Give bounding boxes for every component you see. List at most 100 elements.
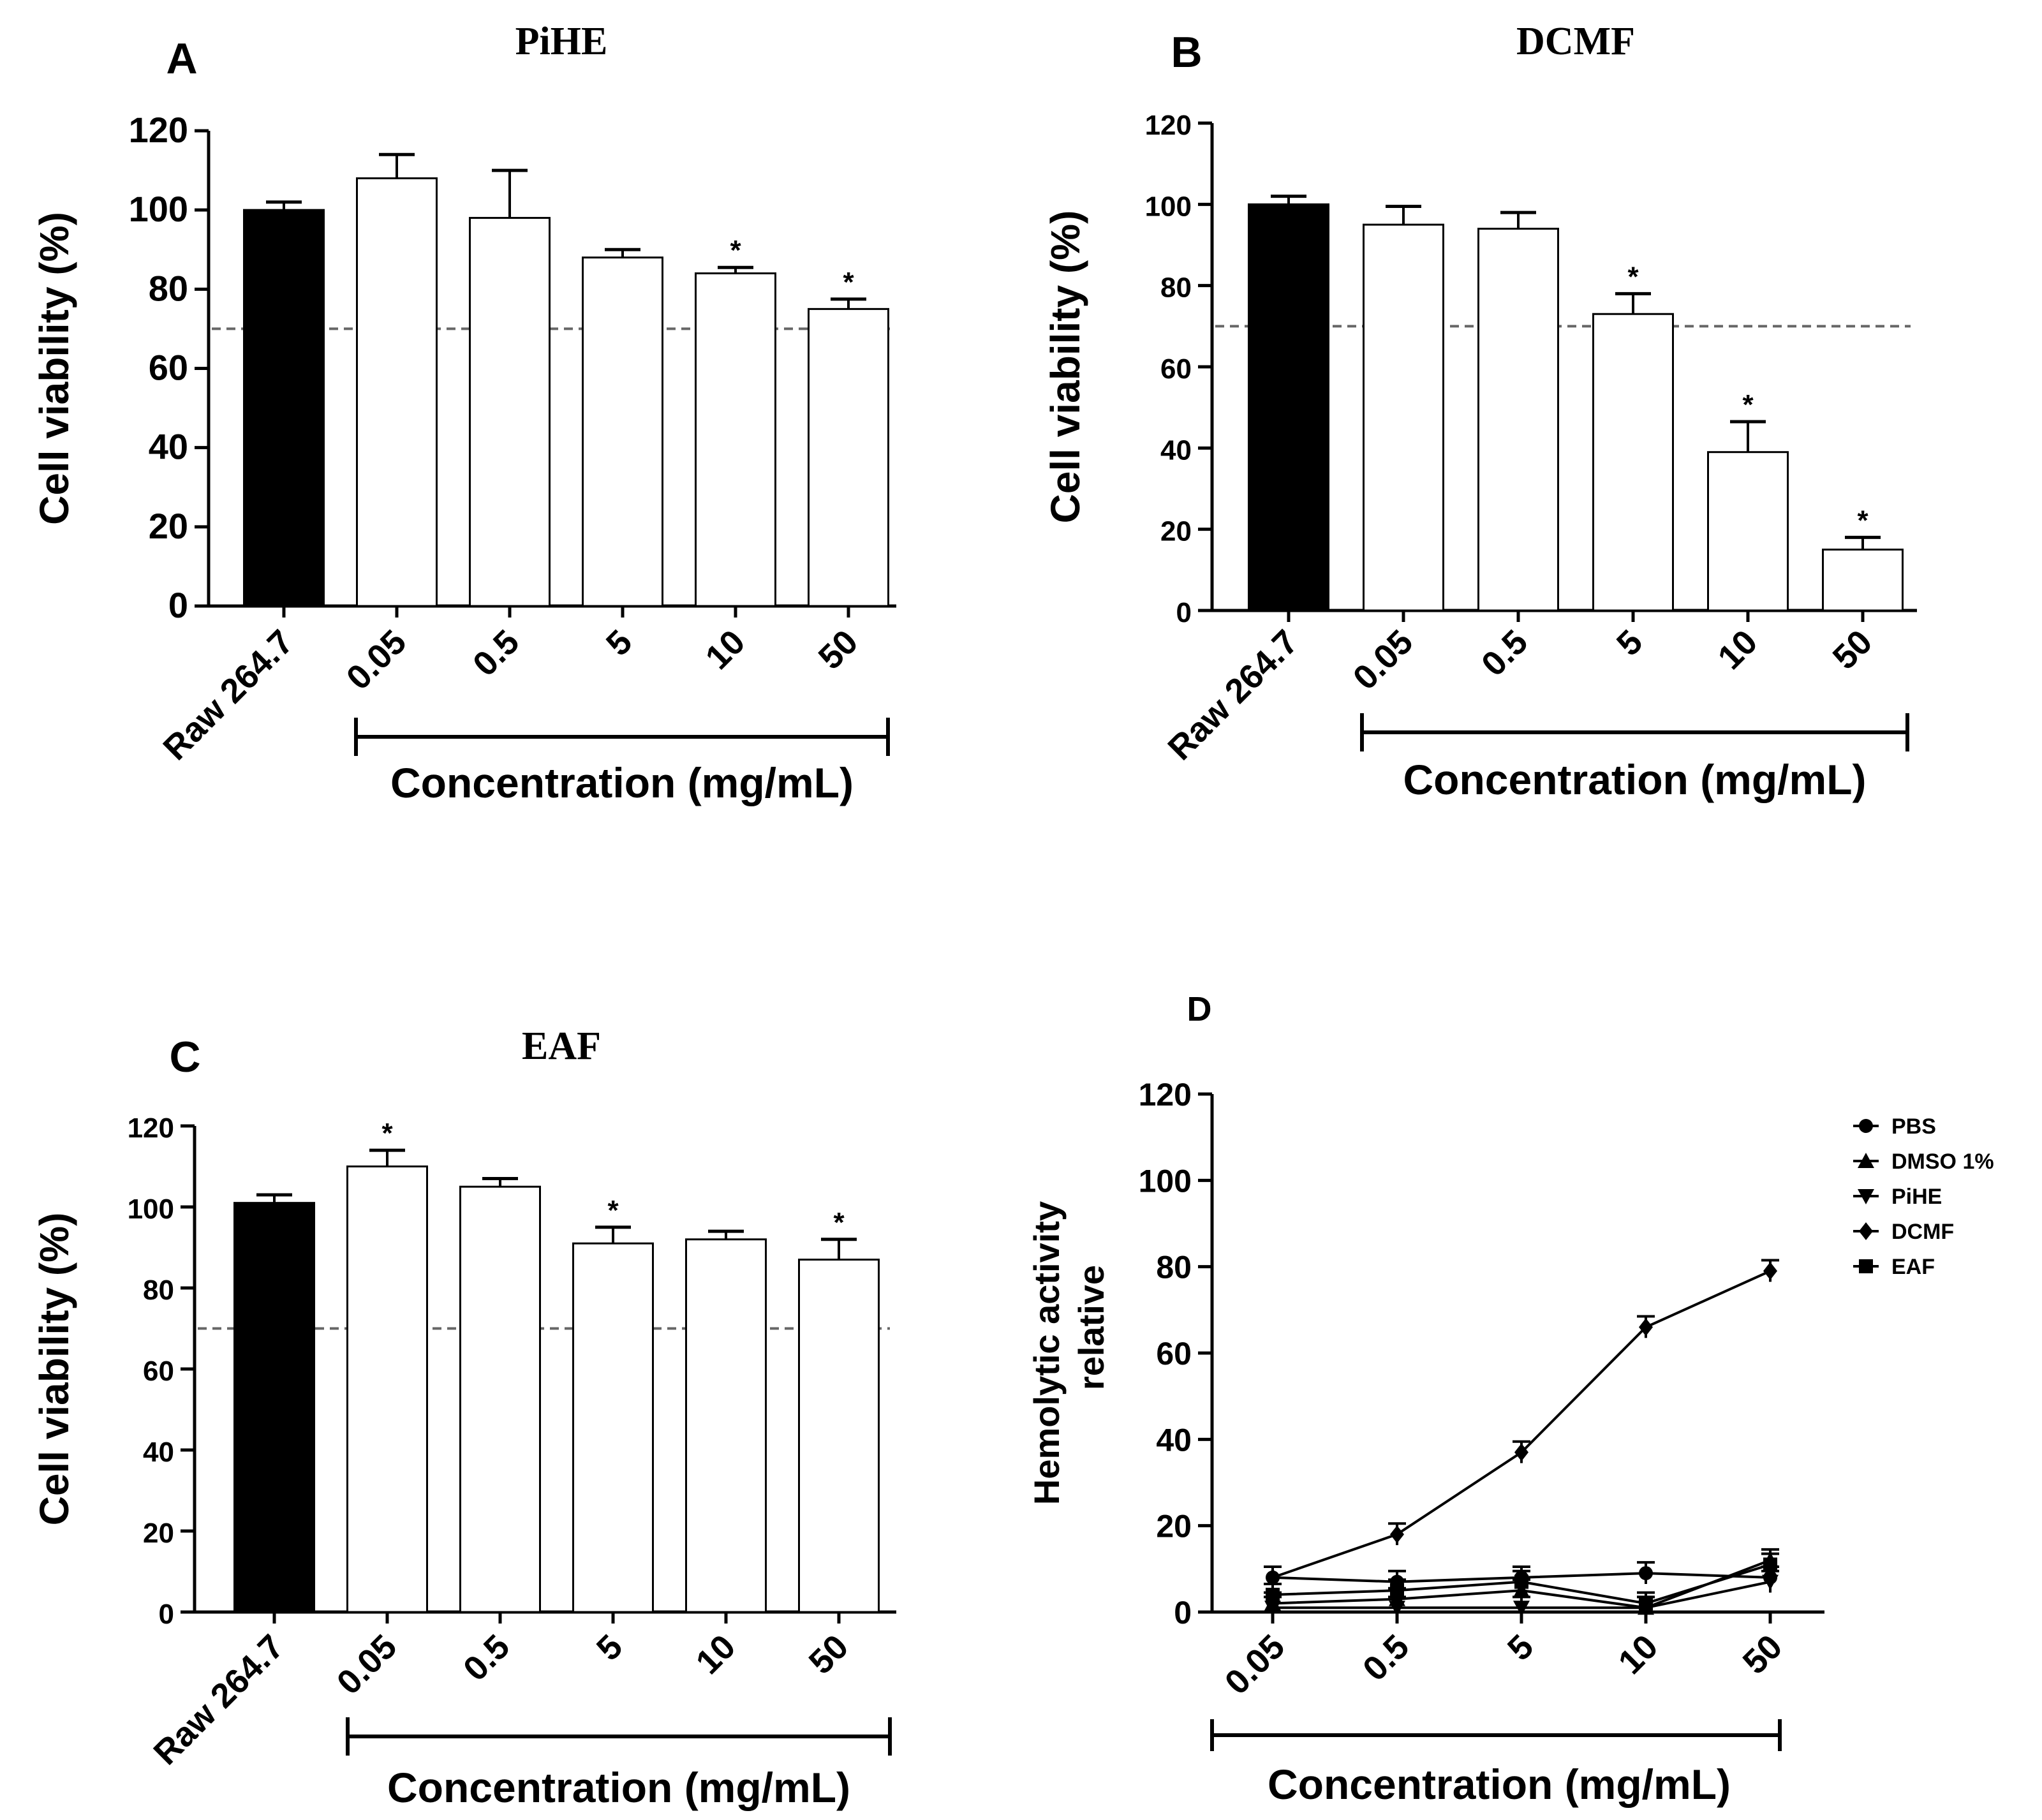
bar-chart-c: C EAF 0 20 40 60 80 100 120 Cell viability (%) Raw… bbox=[31, 1025, 896, 1811]
y-tick-label: 20 bbox=[1156, 1509, 1192, 1544]
marker-triangle-down bbox=[1858, 1189, 1874, 1204]
x-tick-label: 0.05 bbox=[339, 623, 414, 697]
legend-label: PiHE bbox=[1891, 1185, 1942, 1209]
y-tick-label: 0 bbox=[159, 1599, 174, 1630]
bar bbox=[685, 1238, 767, 1613]
x-tick-label: 10 bbox=[1711, 623, 1765, 677]
bar bbox=[572, 1242, 654, 1613]
x-tick-label: 0.5 bbox=[1356, 1627, 1417, 1689]
legend-label: EAF bbox=[1891, 1255, 1935, 1279]
marker-circle bbox=[1639, 1566, 1653, 1581]
bar bbox=[1822, 549, 1904, 612]
marker-square bbox=[1390, 1583, 1404, 1598]
marker-square bbox=[1266, 1587, 1280, 1602]
x-tick-label: 10 bbox=[1611, 1627, 1666, 1682]
marker-triangle-down bbox=[1513, 1601, 1530, 1617]
significance-marker: * bbox=[843, 267, 854, 298]
significance-marker: * bbox=[381, 1118, 393, 1149]
bar bbox=[233, 1202, 315, 1613]
significance-marker: * bbox=[1742, 389, 1754, 420]
x-tick-label: 5 bbox=[599, 623, 640, 663]
significance-marker: * bbox=[1857, 505, 1868, 536]
series-line bbox=[1272, 1269, 1771, 1579]
x-tick-label: Raw 264.7 bbox=[156, 623, 300, 767]
y-axis-label: Cell viability (%) bbox=[1042, 211, 1088, 524]
bar bbox=[1707, 451, 1789, 612]
y-tick-label: 60 bbox=[143, 1356, 174, 1387]
legend-label: DCMF bbox=[1891, 1220, 1954, 1244]
x-tick-label: 0.5 bbox=[466, 623, 527, 684]
y-axis-label-line2: relative bbox=[1071, 1265, 1111, 1390]
bar bbox=[469, 217, 551, 607]
marker-triangle-down bbox=[1762, 1574, 1779, 1590]
marker-triangle-down bbox=[1389, 1601, 1405, 1617]
y-tick-label: 80 bbox=[1156, 1250, 1192, 1285]
y-tick-label: 40 bbox=[1156, 1422, 1192, 1458]
marker-diamond bbox=[1514, 1443, 1528, 1461]
legend-item: PBS bbox=[1853, 1114, 1936, 1139]
y-tick-label: 100 bbox=[1139, 1163, 1192, 1199]
y-axis-label-line1: Hemolytic activity bbox=[1026, 1201, 1067, 1505]
marker-diamond bbox=[1390, 1525, 1404, 1544]
x-tick-label: 50 bbox=[1736, 1627, 1790, 1682]
bar bbox=[808, 307, 889, 607]
bar bbox=[1363, 223, 1444, 612]
chart-title: PiHE bbox=[515, 20, 608, 63]
series-eaf bbox=[1264, 1552, 1779, 1612]
y-tick-label: 20 bbox=[143, 1518, 174, 1549]
y-tick-label: 100 bbox=[129, 189, 188, 229]
marker-square bbox=[1639, 1596, 1653, 1611]
panel-letter: C bbox=[169, 1033, 200, 1081]
bar-chart-a: A PiHE 0 20 40 60 80 100 120 Cell viability (%) Ra… bbox=[31, 20, 896, 806]
y-tick-label: 40 bbox=[149, 427, 188, 467]
bar bbox=[798, 1259, 880, 1613]
bar-chart-b: B DCMF 0 20 40 60 80 100 120 Cell viability (%) Ra… bbox=[1042, 20, 1917, 803]
y-tick-label: 80 bbox=[149, 268, 188, 308]
bar bbox=[243, 209, 325, 607]
y-tick-label: 100 bbox=[1145, 191, 1192, 222]
bar bbox=[1248, 203, 1329, 612]
bar bbox=[1477, 228, 1559, 612]
x-tick-label: 0.05 bbox=[330, 1627, 404, 1702]
y-tick-label: 60 bbox=[1156, 1336, 1192, 1372]
x-tick-label: 5 bbox=[1500, 1627, 1541, 1668]
legend-item: DMSO 1% bbox=[1853, 1150, 1994, 1174]
y-tick-label: 40 bbox=[1160, 434, 1192, 466]
panel-letter: A bbox=[166, 34, 197, 83]
chart-title: EAF bbox=[522, 1025, 601, 1068]
y-tick-label: 40 bbox=[143, 1437, 174, 1468]
marker-triangle-down bbox=[1264, 1601, 1281, 1617]
legend-label: PBS bbox=[1891, 1114, 1936, 1139]
y-tick-label: 80 bbox=[143, 1275, 174, 1306]
y-tick-label: 60 bbox=[1160, 353, 1192, 385]
line-chart-d: D 0 20 40 60 80 100 120 Hemolytic activity relati… bbox=[1026, 990, 1994, 1808]
x-axis-label: Concentration (mg/mL) bbox=[390, 759, 854, 806]
marker-diamond bbox=[1266, 1568, 1280, 1587]
x-tick-label: 10 bbox=[689, 1627, 743, 1682]
marker-square bbox=[1859, 1259, 1873, 1273]
x-tick-label: 50 bbox=[802, 1627, 856, 1682]
x-tick-label: 0.05 bbox=[1346, 623, 1421, 697]
significance-marker: * bbox=[1627, 261, 1639, 292]
x-axis-label: Concentration (mg/mL) bbox=[1403, 756, 1867, 803]
significance-marker: * bbox=[833, 1207, 845, 1238]
marker-diamond bbox=[1639, 1318, 1653, 1336]
legend-item: EAF bbox=[1853, 1255, 1935, 1279]
marker-circle bbox=[1859, 1119, 1873, 1133]
y-tick-label: 80 bbox=[1160, 272, 1192, 304]
series-dcmf bbox=[1264, 1259, 1779, 1588]
y-tick-label: 100 bbox=[128, 1194, 174, 1225]
x-tick-label: Raw 264.7 bbox=[146, 1627, 291, 1772]
y-tick-label: 120 bbox=[129, 110, 188, 150]
chart-title: DCMF bbox=[1516, 20, 1635, 63]
y-axis-label: Cell viability (%) bbox=[31, 212, 77, 525]
y-axis-label: Cell viability (%) bbox=[31, 1213, 77, 1526]
y-tick-label: 120 bbox=[1139, 1077, 1192, 1113]
panel-letter: B bbox=[1171, 28, 1202, 77]
y-tick-label: 120 bbox=[128, 1113, 174, 1144]
x-axis-label: Concentration (mg/mL) bbox=[1268, 1761, 1731, 1808]
x-tick-label: 50 bbox=[811, 623, 866, 677]
x-tick-label: 0.5 bbox=[456, 1627, 517, 1689]
x-tick-label: 10 bbox=[699, 623, 753, 677]
